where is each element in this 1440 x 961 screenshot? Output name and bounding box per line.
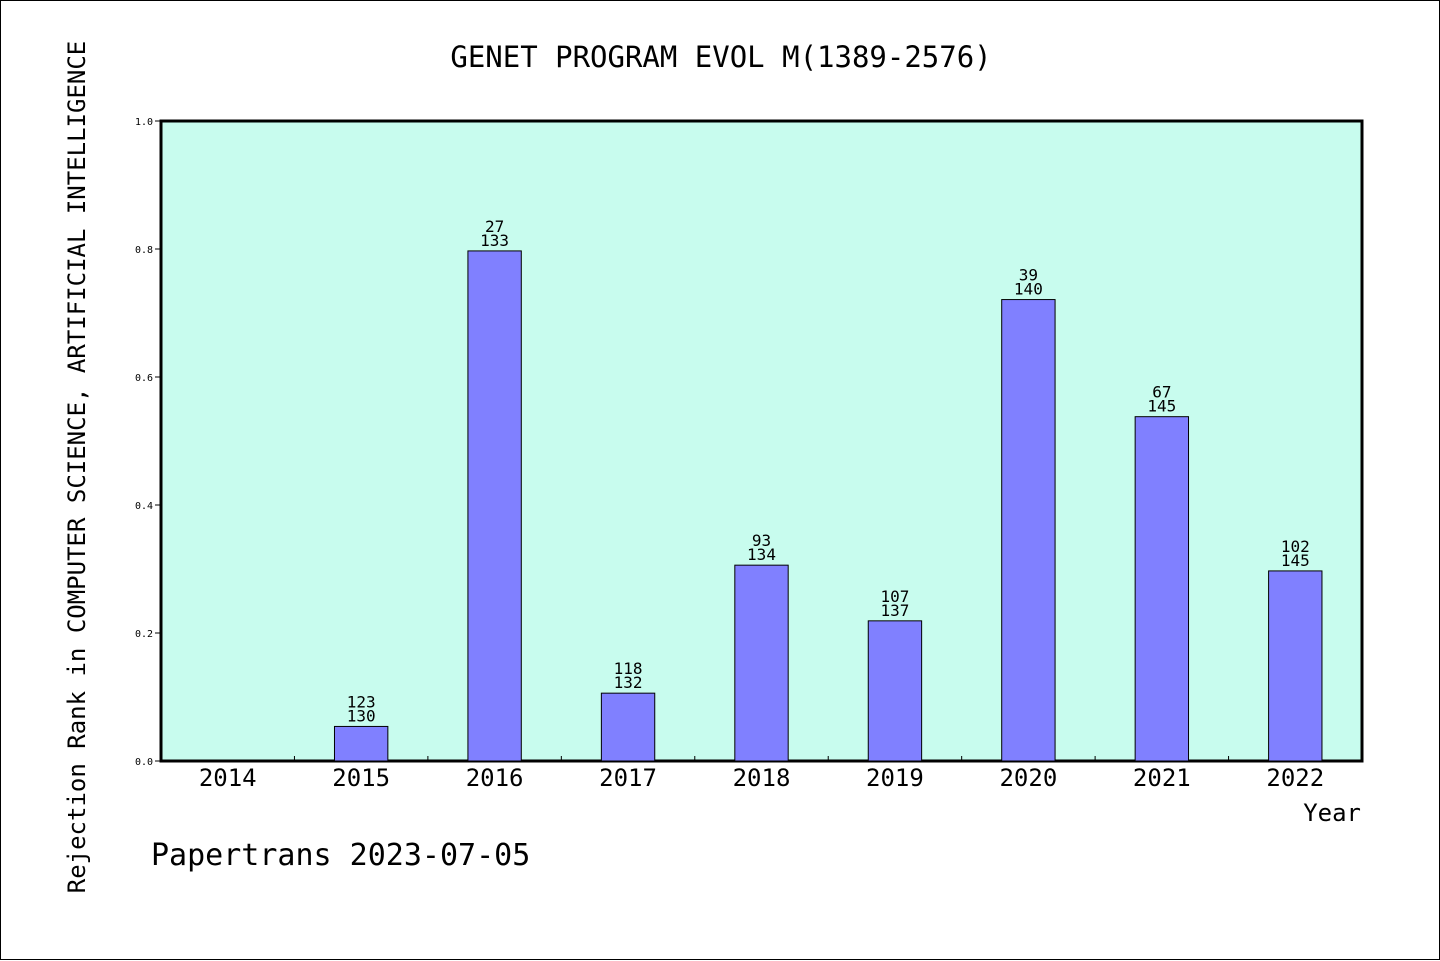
data-label-numerator: 93 (752, 531, 771, 550)
data-label-denominator: 134 (747, 545, 776, 564)
data-label-denominator: 145 (1147, 397, 1176, 416)
data-label-numerator: 123 (347, 692, 376, 711)
labels-layer: 1231302713311813293134107137391406714510… (347, 217, 1310, 726)
y-axis-label: Rejection Rank in COMPUTER SCIENCE, ARTI… (63, 41, 91, 894)
bar (333, 725, 389, 762)
bar (1001, 299, 1056, 762)
x-tick-label: 2015 (332, 764, 390, 792)
x-tick-label: 2021 (1133, 764, 1191, 792)
bar (600, 692, 656, 762)
x-tick-label: 2020 (999, 764, 1057, 792)
data-label-numerator: 118 (614, 659, 643, 678)
data-label-numerator: 27 (485, 217, 504, 236)
chart-title: GENET PROGRAM EVOL M(1389-2576) (450, 40, 991, 74)
x-axis-label: Year (1303, 799, 1361, 827)
bar (467, 250, 522, 762)
x-tick-label: 2017 (599, 764, 657, 792)
y-tick-label: 0.4 (135, 501, 153, 512)
bar (1268, 570, 1323, 762)
data-label-numerator: 102 (1281, 537, 1310, 556)
y-tick-label: 0.6 (135, 373, 153, 384)
bar (867, 620, 923, 762)
data-label-denominator: 132 (614, 673, 643, 692)
bars-layer (333, 250, 1323, 762)
ticks-layer: 0.0 0.2 0.4 0.6 0.8 1.0 2014 2015 2016 2017 2018 20… (135, 117, 1324, 792)
data-label-denominator: 145 (1281, 551, 1310, 570)
data-label-denominator: 140 (1014, 280, 1043, 299)
data-label-denominator: 133 (480, 231, 509, 250)
x-tick-label: 2019 (866, 764, 924, 792)
data-label-denominator: 130 (347, 706, 376, 725)
data-label-numerator: 107 (880, 587, 909, 606)
bar (734, 564, 789, 762)
y-tick-label: 1.0 (135, 117, 153, 128)
y-tick-label: 0.8 (135, 245, 153, 256)
data-label-denominator: 137 (880, 601, 909, 620)
y-tick-label: 0.0 (135, 757, 153, 768)
x-tick-label: 2022 (1266, 764, 1324, 792)
y-tick-label: 0.2 (135, 629, 153, 640)
x-tick-label: 2018 (733, 764, 791, 792)
x-tick-label: 2016 (466, 764, 524, 792)
data-label-numerator: 67 (1152, 383, 1171, 402)
x-tick-label: 2014 (199, 764, 257, 792)
data-label-numerator: 39 (1019, 266, 1038, 285)
footer-text: Papertrans 2023-07-05 (151, 838, 530, 873)
bar (1134, 416, 1190, 762)
